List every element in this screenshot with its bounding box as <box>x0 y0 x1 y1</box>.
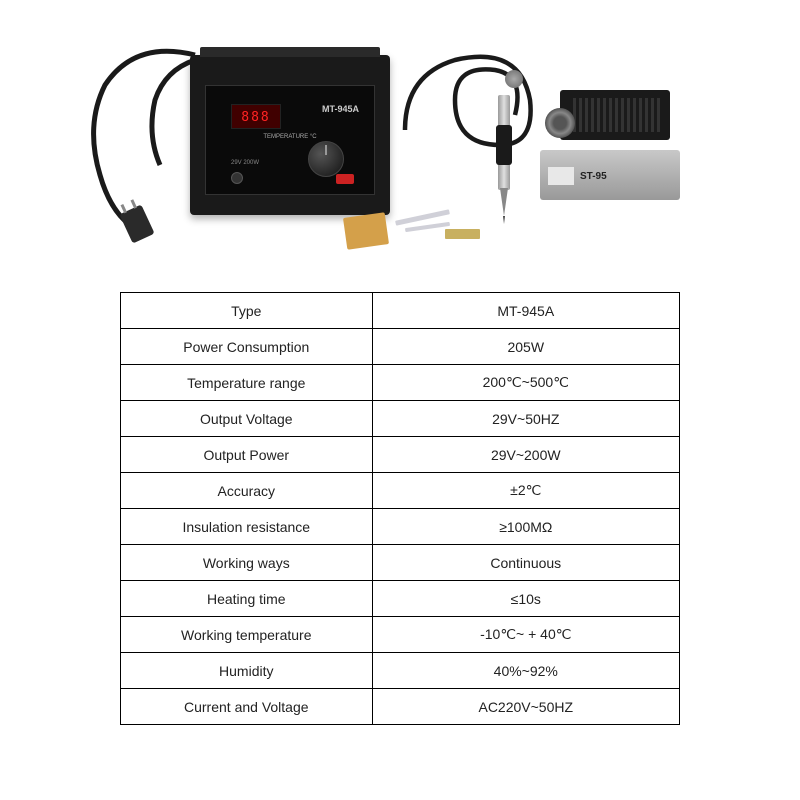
soldering-iron-grip <box>496 125 512 165</box>
spec-value: ≤10s <box>372 581 679 617</box>
led-reading: 888 <box>232 105 280 130</box>
accessory-tip <box>405 222 450 232</box>
table-row: Output Power29V~200W <box>121 437 680 473</box>
temperature-label: TEMPERATURE °C <box>263 134 316 140</box>
temperature-dial <box>308 141 344 177</box>
holder-coil <box>545 108 575 138</box>
spec-value: AC220V~50HZ <box>372 689 679 725</box>
soldering-iron-tip <box>500 188 508 216</box>
spec-label: Humidity <box>121 653 373 689</box>
table-row: Power Consumption205W <box>121 329 680 365</box>
table-row: Temperature range200℃~500℃ <box>121 365 680 401</box>
table-row: Working waysContinuous <box>121 545 680 581</box>
spec-label: Accuracy <box>121 473 373 509</box>
spec-label: Temperature range <box>121 365 373 401</box>
holder-top <box>560 90 670 140</box>
spec-value: -10℃~ + 40℃ <box>372 617 679 653</box>
spec-label: Insulation resistance <box>121 509 373 545</box>
iron-cable <box>400 45 550 175</box>
spec-value: ±2℃ <box>372 473 679 509</box>
spec-label: Type <box>121 293 373 329</box>
table-row: Working temperature-10℃~ + 40℃ <box>121 617 680 653</box>
iron-connector-port <box>231 172 243 184</box>
cleaning-sponge <box>343 212 389 250</box>
iron-holder-stand: ST-95 <box>540 90 680 200</box>
power-button <box>336 174 354 184</box>
spec-label: Heating time <box>121 581 373 617</box>
specifications-table: TypeMT-945A Power Consumption205W Temper… <box>120 292 680 725</box>
table-row: TypeMT-945A <box>121 293 680 329</box>
led-display: 888 <box>231 104 281 129</box>
holder-base: ST-95 <box>540 150 680 200</box>
holder-model-label: ST-95 <box>580 171 607 182</box>
spec-label: Current and Voltage <box>121 689 373 725</box>
table-row: Insulation resistance≥100MΩ <box>121 509 680 545</box>
rosin-block <box>445 229 480 239</box>
spec-label: Working ways <box>121 545 373 581</box>
voltage-text: 29V 200W <box>231 160 259 166</box>
spec-value: 200℃~500℃ <box>372 365 679 401</box>
table-row: Output Voltage29V~50HZ <box>121 401 680 437</box>
table-row: Heating time≤10s <box>121 581 680 617</box>
spec-value: ≥100MΩ <box>372 509 679 545</box>
spec-label: Output Voltage <box>121 401 373 437</box>
model-label: MT-945A <box>322 104 359 114</box>
table-row: Current and VoltageAC220V~50HZ <box>121 689 680 725</box>
table-row: Humidity40%~92% <box>121 653 680 689</box>
accessories-group <box>395 205 485 245</box>
spec-label: Working temperature <box>121 617 373 653</box>
soldering-station: 888 MT-945A TEMPERATURE °C 29V 200W <box>190 55 390 215</box>
spec-table-body: TypeMT-945A Power Consumption205W Temper… <box>121 293 680 725</box>
station-front-panel: 888 MT-945A TEMPERATURE °C 29V 200W <box>205 85 375 195</box>
spec-value: 29V~50HZ <box>372 401 679 437</box>
spec-value: 29V~200W <box>372 437 679 473</box>
spec-value: MT-945A <box>372 293 679 329</box>
product-photo-area: 888 MT-945A TEMPERATURE °C 29V 200W ST-9… <box>50 20 750 280</box>
spec-value: 205W <box>372 329 679 365</box>
spec-value: Continuous <box>372 545 679 581</box>
table-row: Accuracy±2℃ <box>121 473 680 509</box>
spec-value: 40%~92% <box>372 653 679 689</box>
spec-label: Power Consumption <box>121 329 373 365</box>
spec-label: Output Power <box>121 437 373 473</box>
iron-cable-connector <box>505 70 523 88</box>
